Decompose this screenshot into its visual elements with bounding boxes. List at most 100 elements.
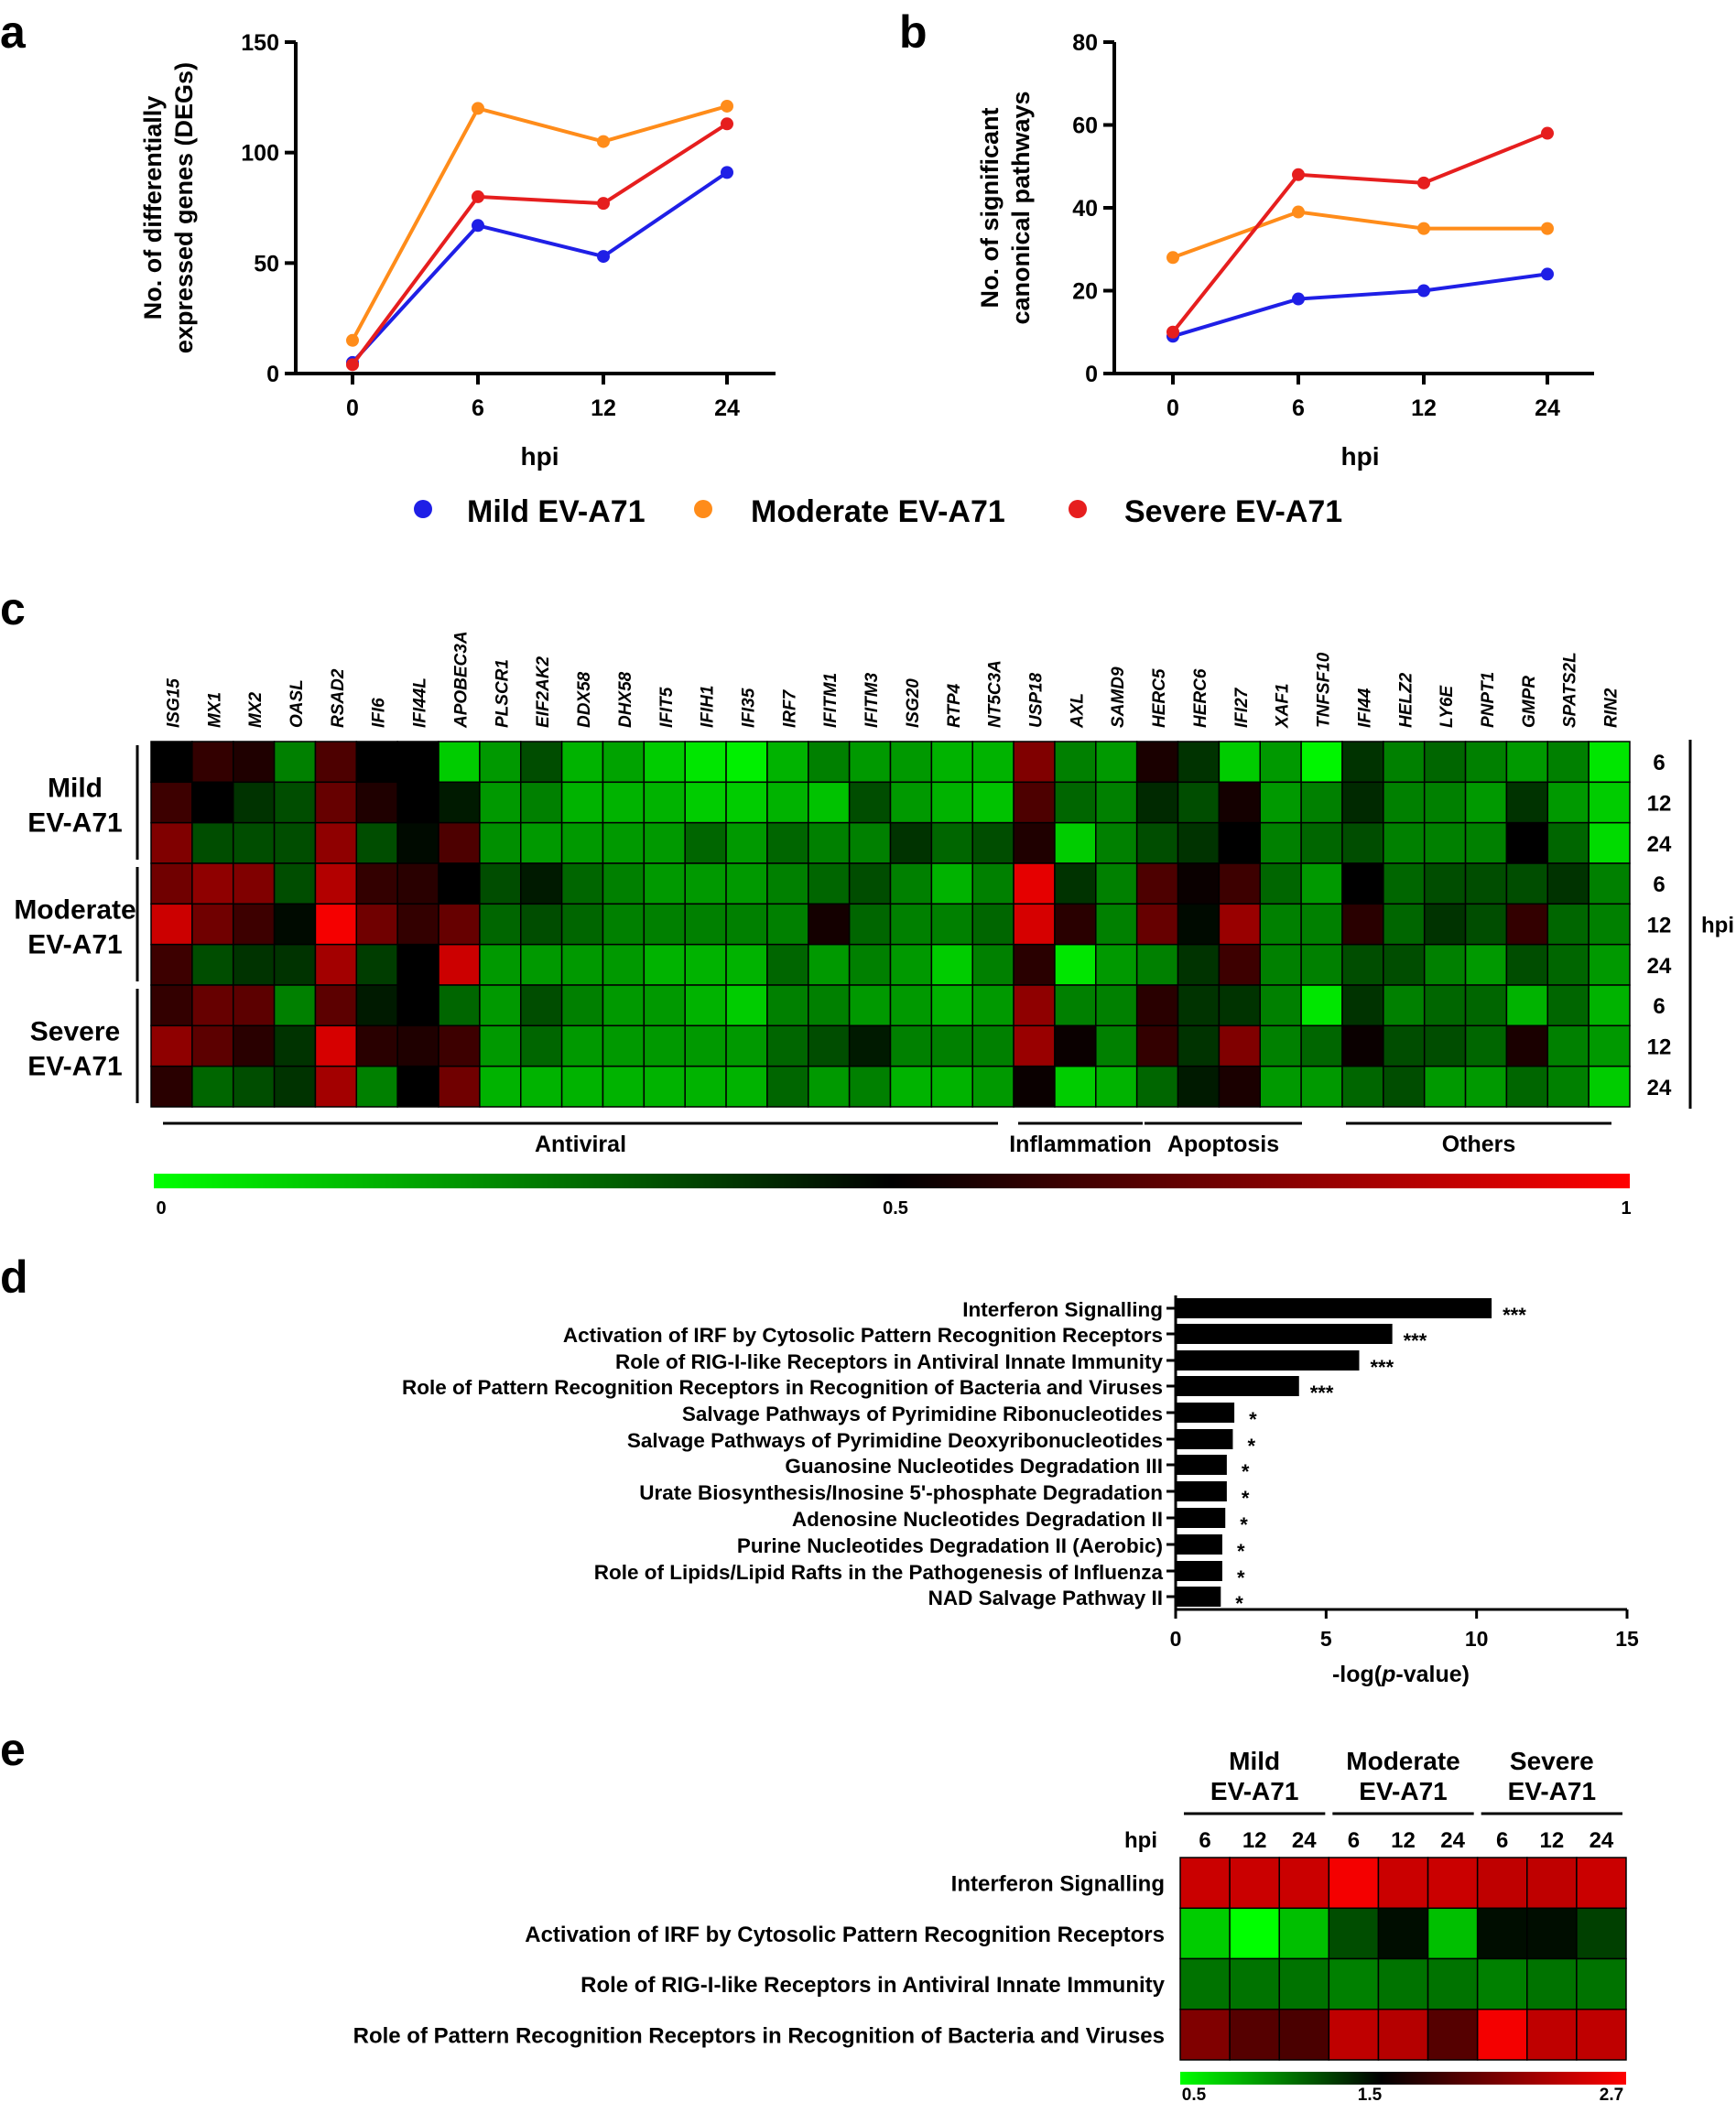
gene-label: GMPR (1520, 676, 1539, 728)
heatmap-cell (191, 741, 234, 784)
heatmap-cell (232, 821, 276, 864)
bar (1176, 1561, 1222, 1581)
data-point (472, 190, 484, 203)
column-group-label: EV-A71 (1210, 1777, 1299, 1805)
heatmap-cell (889, 741, 933, 784)
row-group-label: Mild (48, 774, 103, 804)
heatmap-cell (1588, 862, 1631, 905)
heatmap-cell (1135, 1065, 1179, 1108)
heatmap-cell (1095, 862, 1138, 905)
x-axis-title: hpi (1341, 442, 1380, 471)
heatmap-cell (273, 943, 317, 986)
heatmap-cell (1427, 2009, 1479, 2061)
x-tick-label: 15 (1615, 1627, 1639, 1651)
data-point (1292, 168, 1305, 181)
heatmap-cell (479, 943, 522, 986)
heatmap-cell (560, 781, 604, 824)
heatmap-cell (191, 984, 234, 1027)
heatmap-cell (1218, 943, 1262, 986)
gene-label: SPATS2L (1561, 652, 1580, 728)
heatmap-cell (1341, 781, 1384, 824)
heatmap-cell (1341, 984, 1384, 1027)
heatmap-cell (971, 903, 1014, 946)
heatmap-cell (1546, 862, 1590, 905)
heatmap-cell (355, 741, 398, 784)
y-tick-label: 100 (241, 141, 279, 167)
data-point (472, 102, 484, 115)
heatmap-cell (1423, 781, 1467, 824)
heatmap-cell (560, 903, 604, 946)
bar (1176, 1534, 1222, 1555)
heatmap-cell (848, 1024, 892, 1067)
heatmap-cell (438, 1024, 481, 1067)
hpi-column-label: 24 (1292, 1828, 1317, 1853)
data-point (346, 358, 359, 372)
heatmap-cell (1278, 1907, 1330, 1960)
heatmap-cell (1377, 1907, 1429, 1960)
row-group-label: EV-A71 (27, 930, 122, 960)
heatmap-cell (1095, 781, 1138, 824)
heatmap-cell (273, 741, 317, 784)
heatmap-cell (1341, 943, 1384, 986)
x-tick-label: 24 (714, 395, 740, 421)
heatmap-cell (1229, 1907, 1280, 1960)
heatmap-cell (971, 821, 1014, 864)
heatmap-cell (602, 1024, 646, 1067)
row-group-label: Moderate (14, 895, 136, 926)
heatmap-cell (273, 984, 317, 1027)
heatmap-cell (1229, 2009, 1280, 2061)
heatmap-cell (1095, 903, 1138, 946)
gene-label: ISG20 (904, 678, 923, 728)
y-tick-label: 50 (254, 251, 279, 276)
heatmap-cell (1054, 741, 1097, 784)
hpi-row-label: 6 (1653, 994, 1665, 1019)
heatmap-cell (1576, 1957, 1627, 2010)
heatmap-cell (1218, 862, 1262, 905)
heatmap-cell (971, 781, 1014, 824)
heatmap-cell (971, 1024, 1014, 1067)
pathway-label: NAD Salvage Pathway II (928, 1587, 1163, 1609)
heatmap-cell (314, 862, 358, 905)
heatmap-cell (1423, 862, 1467, 905)
heatmap-cell (1300, 862, 1343, 905)
heatmap-cell (1179, 1857, 1231, 1909)
heatmap-cell (1328, 1957, 1380, 2010)
heatmap-cell (479, 984, 522, 1027)
heatmap-cell (643, 943, 686, 986)
heatmap-cell (314, 1024, 358, 1067)
gene-label: IFIH1 (699, 686, 718, 728)
heatmap-cell (643, 1024, 686, 1067)
heatmap-cell (930, 984, 973, 1027)
heatmap-cell (1218, 1065, 1262, 1108)
column-group-label: EV-A71 (1359, 1777, 1448, 1805)
series-line-1 (351, 104, 728, 341)
heatmap-cell (889, 1024, 933, 1067)
heatmap-cell (1546, 781, 1590, 824)
gene-label: EIF2AK2 (534, 656, 553, 728)
heatmap-cell (1135, 741, 1179, 784)
heatmap-cell (396, 943, 439, 986)
colorbar-tick-label: 0.5 (1182, 2086, 1207, 2102)
heatmap-cell (1383, 1024, 1426, 1067)
pathway-label: Role of Lipids/Lipid Rafts in the Pathog… (594, 1561, 1164, 1584)
heatmap-cell (438, 821, 481, 864)
heatmap-cell (1177, 1065, 1221, 1108)
pathway-row-label: Role of RIG-I-like Receptors in Antivira… (580, 1973, 1166, 1998)
heatmap-cell (396, 741, 439, 784)
colorbar-tick-label: 0.5 (883, 1198, 908, 1219)
heatmap-cell (766, 1024, 809, 1067)
heatmap-cell (1588, 1065, 1631, 1108)
data-point (597, 135, 610, 148)
gene-label: DHX58 (616, 671, 635, 728)
heatmap-cell (643, 781, 686, 824)
heatmap-cell (1218, 903, 1262, 946)
data-point (597, 197, 610, 211)
heatmap-cell (355, 943, 398, 986)
y-tick-label: 80 (1072, 30, 1098, 56)
heatmap-cell (1135, 1024, 1179, 1067)
column-group-label: Severe (1510, 1747, 1594, 1775)
heatmap-cell (808, 781, 851, 824)
heatmap-cell (1383, 862, 1426, 905)
gene-label: MX2 (246, 692, 266, 729)
heatmap-cell (1588, 984, 1631, 1027)
